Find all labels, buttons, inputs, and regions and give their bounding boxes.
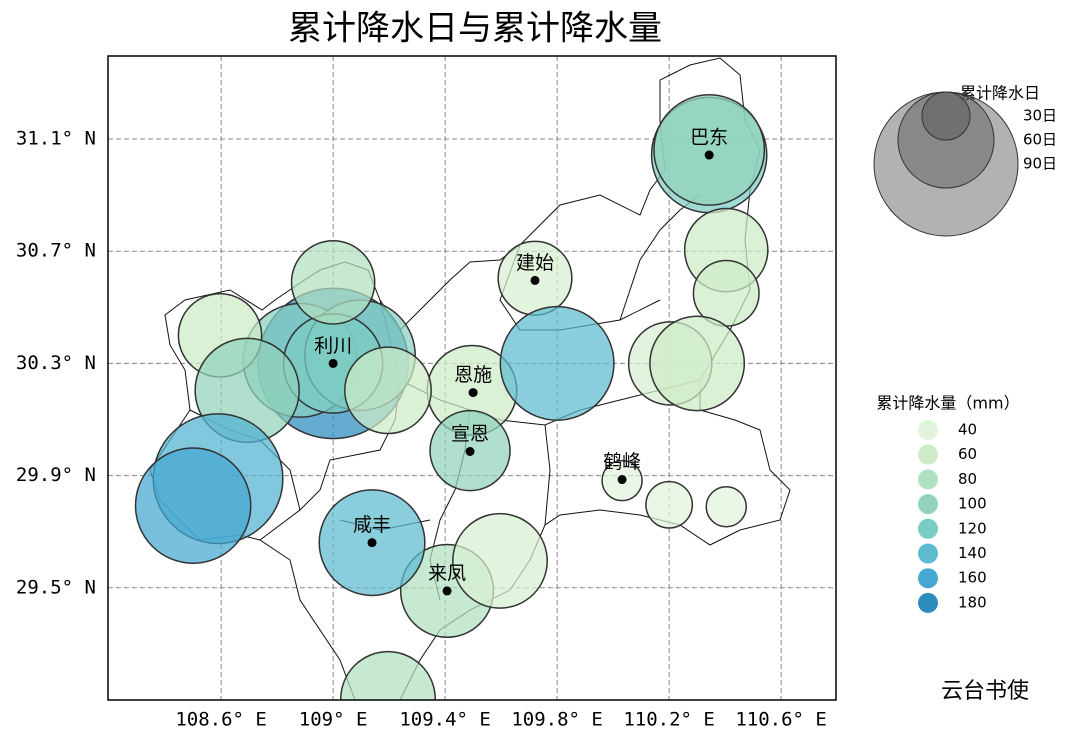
x-tick-label: 109° E — [299, 709, 368, 731]
bubble — [344, 346, 432, 435]
bubble — [452, 512, 548, 609]
chart-title: 累计降水日与累计降水量 — [288, 9, 662, 49]
color-legend-label: 40 — [958, 421, 977, 439]
bubble — [134, 447, 252, 564]
city-label: 来凤 — [428, 562, 466, 584]
city-label: 利川 — [314, 335, 352, 357]
color-legend-swatch — [918, 494, 938, 515]
color-legend-label: 100 — [958, 495, 987, 513]
x-tick-label: 108.6° E — [175, 709, 267, 731]
city-label: 巴东 — [690, 127, 728, 149]
y-tick-label: 31.1° N — [16, 128, 96, 150]
city-dot — [328, 358, 338, 368]
y-tick-label: 30.7° N — [16, 240, 96, 262]
color-legend-label: 120 — [958, 519, 987, 537]
city-dot — [367, 538, 377, 548]
color-legend-swatch — [918, 420, 938, 440]
color-legend-label: 80 — [958, 470, 977, 488]
color-legend-label: 180 — [958, 593, 987, 611]
color-legend-swatch — [918, 469, 938, 490]
city-dot — [530, 275, 540, 285]
color-legend-label: 160 — [958, 569, 987, 587]
city-label: 鹤峰 — [603, 451, 641, 473]
bubble — [653, 94, 766, 206]
city-label: 咸丰 — [353, 514, 391, 536]
plot-frame — [107, 55, 837, 701]
size-legend-label: 30日 — [1023, 107, 1057, 125]
color-legend-swatch — [918, 568, 938, 589]
size-legend-title: 累计降水日 — [960, 84, 1040, 103]
bubble — [340, 650, 436, 700]
color-legend-swatch — [918, 543, 938, 564]
bubble-layer — [134, 94, 769, 700]
x-tick-label: 110.6° E — [735, 709, 827, 731]
x-tick-label: 109.8° E — [511, 709, 603, 731]
color-legend-label: 140 — [958, 544, 987, 562]
size-legend-circle — [921, 91, 971, 141]
city-dot — [704, 150, 714, 160]
size-legend-label: 60日 — [1023, 131, 1057, 149]
city-dot — [468, 388, 478, 398]
color-legend-title: 累计降水量（mm） — [876, 394, 1019, 413]
color-legend-label: 60 — [958, 445, 977, 463]
bubble — [290, 240, 376, 325]
bubble — [649, 315, 746, 412]
x-tick-label: 109.4° E — [399, 709, 491, 731]
city-label: 恩施 — [454, 364, 492, 386]
bubble — [499, 305, 615, 421]
city-label: 建始 — [516, 252, 554, 274]
city-dot — [442, 586, 452, 596]
y-tick-label: 29.5° N — [16, 576, 96, 598]
color-legend-swatch — [918, 444, 938, 465]
city-dot — [617, 475, 627, 485]
bubble — [705, 485, 747, 528]
city-label: 宣恩 — [451, 423, 489, 445]
y-tick-label: 29.9° N — [16, 464, 96, 486]
color-legend-swatch — [918, 592, 938, 613]
watermark: 云台书使 — [941, 679, 1029, 704]
y-tick-label: 30.3° N — [16, 352, 96, 374]
bubble — [645, 480, 694, 529]
x-tick-label: 110.2° E — [623, 709, 715, 731]
city-dot — [465, 446, 475, 456]
color-legend-swatch — [918, 518, 938, 539]
size-legend-label: 90日 — [1023, 155, 1057, 173]
